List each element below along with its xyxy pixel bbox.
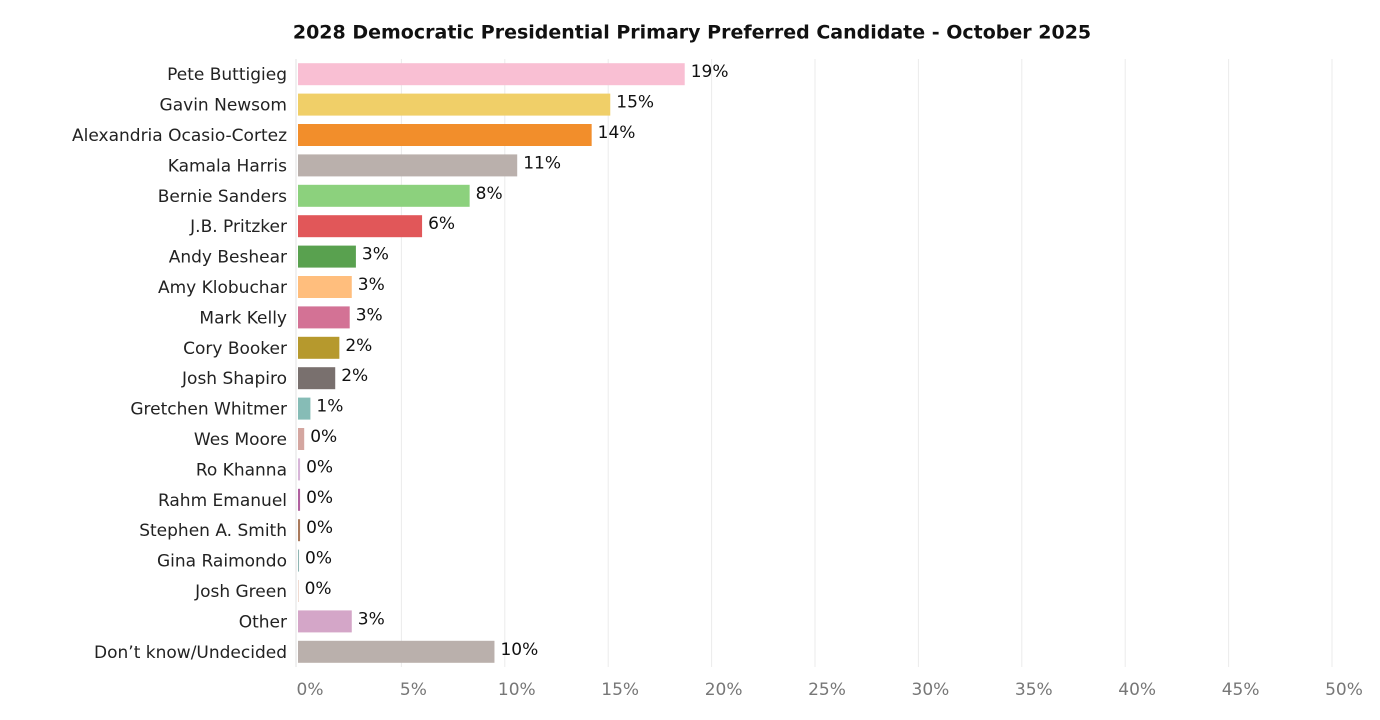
x-tick-label: 50%: [1325, 680, 1363, 700]
x-tick-label: 20%: [705, 680, 743, 700]
bar: [298, 276, 352, 298]
value-label: 0%: [305, 579, 332, 599]
bar: [298, 367, 336, 390]
value-label: 1%: [316, 397, 343, 417]
category-label: Josh Shapiro: [181, 369, 287, 389]
chart-title: 2028 Democratic Presidential Primary Pre…: [293, 22, 1091, 44]
x-tick-label: 45%: [1222, 680, 1260, 700]
value-label: 2%: [341, 366, 368, 386]
category-label: Ro Khanna: [196, 460, 287, 480]
bar: [298, 245, 356, 268]
bar: [298, 306, 350, 329]
bar: [298, 458, 301, 481]
bar: [298, 397, 311, 420]
bar: [298, 428, 305, 450]
category-label: Stephen A. Smith: [139, 521, 287, 541]
bar: [298, 93, 611, 116]
value-label: 15%: [616, 93, 654, 113]
category-label: Other: [239, 612, 287, 632]
x-tick-label: 0%: [297, 680, 324, 700]
value-label: 11%: [523, 153, 561, 173]
category-label: Gavin Newsom: [160, 96, 287, 116]
x-tick-label: 30%: [912, 680, 950, 700]
value-label: 3%: [356, 305, 383, 325]
category-label: Andy Beshear: [169, 248, 287, 268]
category-label: Amy Klobuchar: [158, 278, 287, 298]
value-label: 19%: [691, 62, 729, 82]
category-label: Josh Green: [194, 582, 287, 602]
bar: [298, 640, 495, 663]
x-tick-label: 15%: [601, 680, 639, 700]
category-label: Bernie Sanders: [158, 187, 287, 207]
value-label: 3%: [358, 275, 385, 295]
value-label: 0%: [305, 549, 332, 569]
bar: [298, 124, 592, 146]
value-label: 0%: [306, 518, 333, 538]
x-tick-label: 40%: [1118, 680, 1156, 700]
value-label: 2%: [345, 336, 372, 356]
category-label: Alexandria Ocasio-Cortez: [72, 126, 287, 146]
category-label: Cory Booker: [183, 339, 287, 359]
value-label: 0%: [306, 488, 333, 508]
x-tick-label: 35%: [1015, 680, 1053, 700]
category-label: Gretchen Whitmer: [130, 400, 287, 420]
category-label: Rahm Emanuel: [158, 491, 287, 511]
value-label: 3%: [362, 245, 389, 265]
category-label: J.B. Pritzker: [189, 217, 287, 237]
value-label: 0%: [306, 457, 333, 477]
value-label: 0%: [310, 427, 337, 447]
value-label: 14%: [598, 123, 636, 143]
category-label: Wes Moore: [194, 430, 287, 450]
category-label: Gina Raimondo: [157, 552, 287, 572]
bar: [298, 215, 423, 238]
category-label: Pete Buttigieg: [167, 65, 287, 85]
bar: [298, 63, 685, 86]
bar: [298, 154, 518, 177]
bar: [298, 488, 301, 511]
bar: [298, 336, 340, 359]
value-label: 8%: [476, 184, 503, 204]
value-label: 3%: [358, 609, 385, 629]
category-label: Mark Kelly: [199, 308, 287, 328]
bar: [298, 610, 352, 633]
category-label: Kamala Harris: [168, 156, 287, 176]
bar: [298, 549, 300, 572]
category-label: Don’t know/Undecided: [94, 643, 287, 663]
bar: [298, 184, 470, 207]
x-tick-label: 25%: [808, 680, 846, 700]
value-label: 10%: [500, 640, 538, 660]
x-tick-label: 5%: [400, 680, 427, 700]
x-tick-label: 10%: [498, 680, 536, 700]
bar: [298, 519, 301, 542]
bar: [298, 580, 299, 602]
value-label: 6%: [428, 214, 455, 234]
